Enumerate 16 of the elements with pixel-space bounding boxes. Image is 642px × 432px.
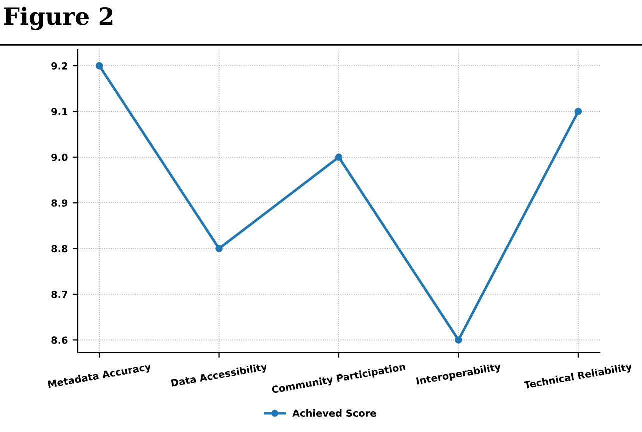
point — [335, 154, 343, 162]
point — [574, 108, 582, 116]
y-tick-label: 8.6 — [52, 336, 68, 344]
y-tick-label: 9.1 — [52, 108, 68, 116]
y-tick-label: 8.8 — [52, 245, 68, 253]
y-tick-label: 9.0 — [52, 154, 68, 162]
x-tick-label: Technical Reliability — [524, 362, 633, 392]
x-tick-label: Metadata Accuracy — [48, 362, 152, 390]
legend-label: Achieved Score — [292, 410, 376, 418]
chart-title: Figure 2 — [4, 7, 113, 30]
y-tick-label: 8.9 — [52, 200, 68, 207]
y-tick-label: 9.2 — [52, 62, 68, 70]
y-tick-label: 8.7 — [52, 290, 68, 298]
point — [96, 62, 104, 70]
point — [455, 336, 462, 344]
point — [216, 245, 223, 252]
